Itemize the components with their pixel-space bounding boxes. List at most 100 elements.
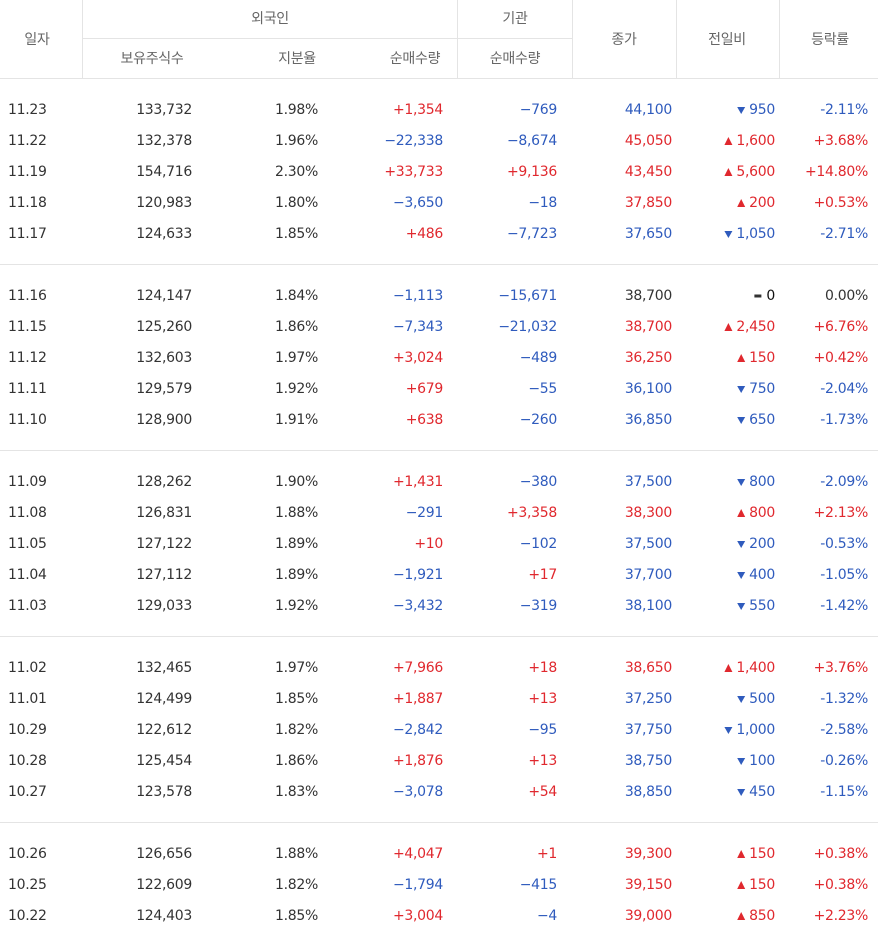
cell-inst-net: +13: [528, 753, 557, 769]
cell-date: 11.03: [8, 598, 47, 614]
cell-share: 1.96%: [275, 133, 318, 149]
cell-rate: +0.38%: [814, 846, 868, 862]
up-arrow: [737, 199, 746, 207]
cell-rate: -2.09%: [820, 474, 868, 490]
cell-close: 37,850: [625, 195, 672, 211]
cell-foreign-net: −1,921: [393, 567, 443, 583]
cell-foreign-net: −3,078: [393, 784, 443, 800]
cell-share: 2.30%: [275, 164, 318, 180]
cell-rate: +0.42%: [814, 350, 868, 366]
cell-change: 550: [749, 598, 775, 614]
cell-close: 38,750: [625, 753, 672, 769]
down-arrow: [737, 758, 746, 765]
cell-date: 10.22: [8, 908, 47, 924]
cell-holdings: 122,609: [136, 877, 192, 893]
cell-inst-net: −319: [520, 598, 557, 614]
up-arrow: [737, 881, 746, 889]
cell-inst-net: +9,136: [507, 164, 557, 180]
cell-rate: -1.42%: [820, 598, 868, 614]
cell-change: 800: [749, 474, 775, 490]
cell-date: 11.22: [8, 133, 47, 149]
header-close: 종가: [611, 32, 637, 48]
down-arrow: [724, 727, 733, 734]
cell-close: 36,100: [625, 381, 672, 397]
cell-close: 38,300: [625, 505, 672, 521]
cell-rate: +3.68%: [814, 133, 868, 149]
cell-share: 1.86%: [275, 753, 318, 769]
cell-holdings: 125,260: [136, 319, 192, 335]
cell-share: 1.83%: [275, 784, 318, 800]
cell-inst-net: +17: [528, 567, 557, 583]
cell-rate: -0.53%: [820, 536, 868, 552]
down-arrow: [737, 417, 746, 424]
down-arrow: [724, 231, 733, 238]
cell-close: 39,150: [625, 877, 672, 893]
cell-holdings: 126,831: [136, 505, 192, 521]
cell-rate: -2.58%: [820, 722, 868, 738]
cell-rate: -2.11%: [820, 102, 868, 118]
cell-change: 450: [749, 784, 775, 800]
header-holdings: 보유주식수: [121, 51, 184, 67]
cell-holdings: 123,578: [136, 784, 192, 800]
cell-foreign-net: +3,024: [393, 350, 443, 366]
cell-share: 1.92%: [275, 598, 318, 614]
cell-foreign-net: −3,432: [393, 598, 443, 614]
cell-close: 39,000: [625, 908, 672, 924]
cell-share: 1.82%: [275, 877, 318, 893]
cell-close: 45,050: [625, 133, 672, 149]
cell-change: 100: [749, 753, 775, 769]
up-arrow: [724, 323, 733, 331]
cell-close: 38,100: [625, 598, 672, 614]
cell-holdings: 124,147: [136, 288, 192, 304]
cell-holdings: 120,983: [136, 195, 192, 211]
cell-holdings: 127,112: [136, 567, 192, 583]
cell-share: 1.85%: [275, 691, 318, 707]
cell-change: 1,000: [736, 722, 775, 738]
cell-change: 1,600: [736, 133, 775, 149]
cell-date: 10.29: [8, 722, 47, 738]
cell-inst-net: −95: [528, 722, 557, 738]
cell-change: 150: [749, 350, 775, 366]
cell-date: 11.05: [8, 536, 47, 552]
cell-holdings: 124,499: [136, 691, 192, 707]
cell-foreign-net: −2,842: [393, 722, 443, 738]
header-change: 전일비: [708, 32, 746, 48]
cell-rate: -1.05%: [820, 567, 868, 583]
cell-holdings: 132,378: [136, 133, 192, 149]
cell-date: 10.26: [8, 846, 47, 862]
cell-holdings: 127,122: [136, 536, 192, 552]
cell-share: 1.80%: [275, 195, 318, 211]
cell-change: 500: [749, 691, 775, 707]
cell-inst-net: −21,032: [498, 319, 557, 335]
cell-date: 11.01: [8, 691, 47, 707]
cell-foreign-net: −22,338: [384, 133, 443, 149]
cell-close: 37,700: [625, 567, 672, 583]
cell-holdings: 132,465: [136, 660, 192, 676]
cell-close: 36,250: [625, 350, 672, 366]
cell-share: 1.89%: [275, 536, 318, 552]
cell-date: 11.16: [8, 288, 47, 304]
cell-rate: -1.32%: [820, 691, 868, 707]
cell-close: 44,100: [625, 102, 672, 118]
header-institution: 기관: [502, 11, 528, 27]
header-share: 지분율: [278, 51, 316, 67]
cell-foreign-net: −3,650: [393, 195, 443, 211]
cell-change: 650: [749, 412, 775, 428]
cell-share: 1.92%: [275, 381, 318, 397]
cell-rate: +0.53%: [814, 195, 868, 211]
down-arrow: [737, 541, 746, 548]
cell-inst-net: −15,671: [498, 288, 557, 304]
cell-change: 2,450: [736, 319, 775, 335]
cell-share: 1.98%: [275, 102, 318, 118]
cell-date: 11.09: [8, 474, 47, 490]
up-arrow: [724, 664, 733, 672]
down-arrow: [737, 789, 746, 796]
down-arrow: [737, 386, 746, 393]
cell-rate: +2.23%: [814, 908, 868, 924]
cell-date: 11.12: [8, 350, 47, 366]
cell-share: 1.82%: [275, 722, 318, 738]
cell-change: 800: [749, 505, 775, 521]
cell-foreign-net: +486: [406, 226, 444, 242]
